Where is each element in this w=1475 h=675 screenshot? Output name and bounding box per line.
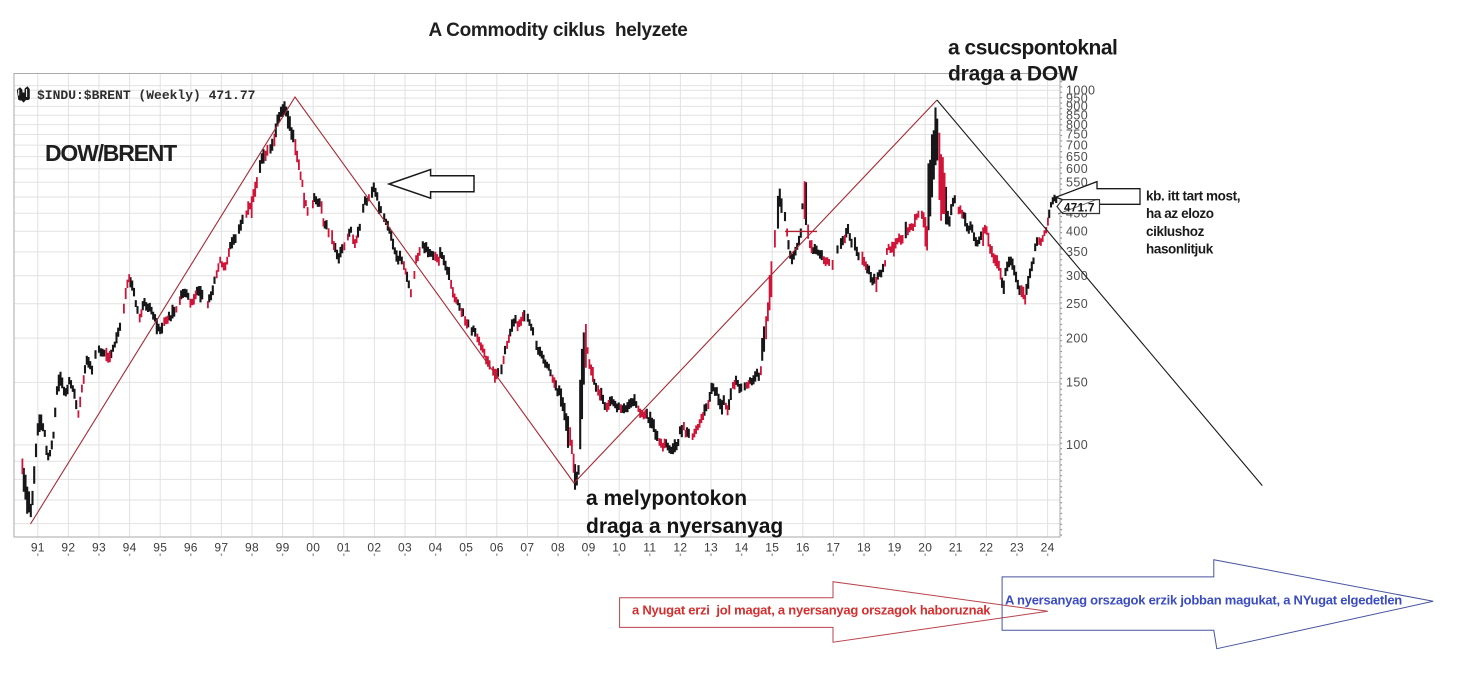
svg-text:550: 550 bbox=[1066, 176, 1088, 190]
svg-text:19: 19 bbox=[888, 541, 902, 555]
svg-text:06: 06 bbox=[490, 541, 504, 555]
svg-text:100: 100 bbox=[1066, 438, 1088, 452]
svg-text:A nyersanyag orszagok erzik jo: A nyersanyag orszagok erzik jobban maguk… bbox=[1005, 592, 1402, 607]
svg-text:471.7: 471.7 bbox=[1064, 203, 1095, 215]
svg-text:900: 900 bbox=[1066, 100, 1088, 114]
svg-text:A Commodity ciklus helyzete: A Commodity ciklus helyzete bbox=[428, 20, 687, 41]
svg-text:20: 20 bbox=[918, 541, 932, 555]
svg-text:750: 750 bbox=[1066, 128, 1088, 142]
svg-text:14: 14 bbox=[735, 541, 749, 555]
svg-text:250: 250 bbox=[1066, 297, 1088, 311]
svg-text:23: 23 bbox=[1010, 541, 1024, 555]
svg-text:400: 400 bbox=[1066, 225, 1088, 239]
svg-text:a csucspontoknal: a csucspontoknal bbox=[948, 37, 1117, 60]
svg-text:150: 150 bbox=[1066, 376, 1088, 390]
svg-text:hasonlitjuk: hasonlitjuk bbox=[1146, 242, 1214, 257]
svg-text:13: 13 bbox=[704, 541, 718, 555]
svg-text:draga a nyersanyag: draga a nyersanyag bbox=[586, 515, 783, 538]
svg-text:a melypontokon: a melypontokon bbox=[586, 487, 747, 510]
svg-text:93: 93 bbox=[92, 541, 106, 555]
svg-text:21: 21 bbox=[949, 541, 963, 555]
svg-text:04: 04 bbox=[429, 541, 443, 555]
svg-text:02: 02 bbox=[367, 541, 381, 555]
svg-text:ha az elozo: ha az elozo bbox=[1146, 206, 1214, 221]
svg-text:95: 95 bbox=[153, 541, 167, 555]
svg-text:05: 05 bbox=[459, 541, 473, 555]
svg-text:08: 08 bbox=[551, 541, 565, 555]
svg-text:91: 91 bbox=[31, 541, 45, 555]
svg-text:draga a DOW: draga a DOW bbox=[948, 63, 1078, 86]
svg-text:03: 03 bbox=[398, 541, 412, 555]
svg-text:10: 10 bbox=[612, 541, 626, 555]
svg-text:09: 09 bbox=[582, 541, 596, 555]
svg-text:16: 16 bbox=[796, 541, 810, 555]
svg-text:18: 18 bbox=[857, 541, 871, 555]
svg-text:ciklushoz: ciklushoz bbox=[1146, 224, 1205, 239]
svg-text:17: 17 bbox=[826, 541, 840, 555]
svg-text:12: 12 bbox=[673, 541, 687, 555]
svg-text:950: 950 bbox=[1066, 91, 1088, 105]
svg-text:24: 24 bbox=[1041, 541, 1055, 555]
svg-text:$INDU:$BRENT (Weekly) 471.77: $INDU:$BRENT (Weekly) 471.77 bbox=[37, 88, 255, 103]
svg-text:600: 600 bbox=[1066, 162, 1088, 176]
svg-text:11: 11 bbox=[643, 541, 656, 555]
svg-text:15: 15 bbox=[765, 541, 779, 555]
svg-text:97: 97 bbox=[214, 541, 228, 555]
svg-text:a Nyugat erzi jol magat, a ny: a Nyugat erzi jol magat, a nyersanyag or… bbox=[632, 602, 991, 617]
svg-text:650: 650 bbox=[1066, 150, 1088, 164]
svg-text:98: 98 bbox=[245, 541, 259, 555]
svg-text:00: 00 bbox=[306, 541, 320, 555]
svg-text:350: 350 bbox=[1066, 245, 1088, 259]
svg-text:92: 92 bbox=[61, 541, 75, 555]
svg-text:200: 200 bbox=[1066, 331, 1088, 345]
svg-text:94: 94 bbox=[123, 541, 137, 555]
svg-text:DOW/BRENT: DOW/BRENT bbox=[45, 140, 177, 166]
svg-text:800: 800 bbox=[1066, 118, 1088, 132]
svg-text:99: 99 bbox=[276, 541, 290, 555]
svg-text:700: 700 bbox=[1066, 138, 1088, 152]
svg-text:22: 22 bbox=[979, 541, 993, 555]
svg-text:kb. itt tart most,: kb. itt tart most, bbox=[1146, 189, 1240, 204]
svg-text:1000: 1000 bbox=[1066, 83, 1095, 97]
svg-text:850: 850 bbox=[1066, 108, 1088, 122]
svg-text:96: 96 bbox=[184, 541, 198, 555]
svg-text:01: 01 bbox=[337, 541, 351, 555]
svg-text:07: 07 bbox=[520, 541, 534, 555]
